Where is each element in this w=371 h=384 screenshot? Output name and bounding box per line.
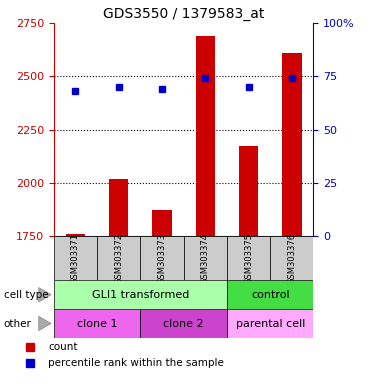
Text: parental cell: parental cell — [236, 318, 305, 329]
Text: GSM303373: GSM303373 — [158, 233, 167, 284]
Bar — [97, 236, 140, 280]
Polygon shape — [39, 316, 51, 331]
Bar — [184, 236, 227, 280]
Text: count: count — [48, 342, 78, 352]
Text: clone 1: clone 1 — [77, 318, 117, 329]
Text: other: other — [4, 318, 32, 329]
Bar — [227, 236, 270, 280]
Bar — [270, 236, 313, 280]
Bar — [152, 210, 172, 236]
Bar — [54, 309, 140, 338]
Title: GDS3550 / 1379583_at: GDS3550 / 1379583_at — [103, 7, 264, 21]
Bar — [239, 146, 258, 236]
Text: clone 2: clone 2 — [163, 318, 204, 329]
Bar — [54, 236, 97, 280]
Bar — [54, 280, 227, 309]
Text: GSM303374: GSM303374 — [201, 233, 210, 284]
Text: percentile rank within the sample: percentile rank within the sample — [48, 358, 224, 368]
Text: control: control — [251, 290, 289, 300]
Text: GSM303375: GSM303375 — [244, 233, 253, 284]
Text: GSM303372: GSM303372 — [114, 233, 123, 284]
Bar — [196, 36, 215, 236]
Bar — [227, 309, 313, 338]
Bar — [227, 280, 313, 309]
Bar — [140, 309, 227, 338]
Text: GLI1 transformed: GLI1 transformed — [92, 290, 189, 300]
Text: cell type: cell type — [4, 290, 48, 300]
Text: GSM303376: GSM303376 — [288, 233, 296, 284]
Text: GSM303371: GSM303371 — [71, 233, 80, 284]
Bar — [140, 236, 184, 280]
Bar — [109, 179, 128, 236]
Bar — [282, 53, 302, 236]
Bar — [66, 234, 85, 236]
Polygon shape — [39, 288, 51, 302]
